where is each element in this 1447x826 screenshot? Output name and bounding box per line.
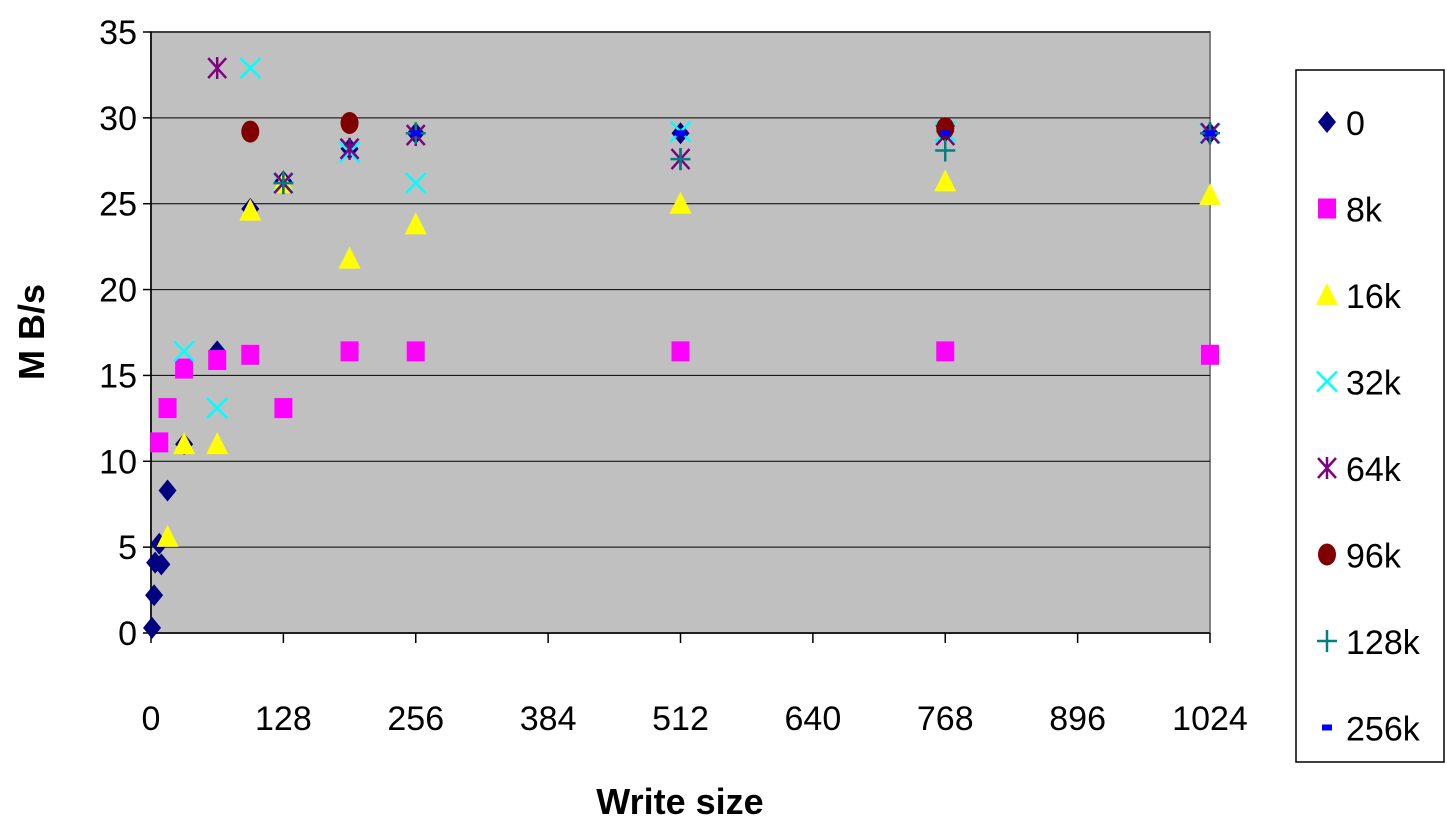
point-96k (340, 112, 359, 135)
y-tick-label: 35 (99, 14, 137, 52)
y-tick-label: 25 (99, 186, 137, 224)
point-8k (208, 349, 227, 370)
x-tick-label: 768 (917, 700, 974, 738)
point-8k (340, 341, 359, 362)
series-8k (150, 341, 1219, 453)
point-96k (241, 120, 260, 143)
point-0 (145, 584, 164, 607)
point-16k (338, 246, 361, 269)
point-8k (406, 341, 425, 362)
point-128k (670, 148, 691, 171)
x-tick-label: 384 (520, 700, 577, 738)
legend: 0 8k 16k 32k 64k 96k 128k 256k (1295, 69, 1445, 763)
point-64k (207, 57, 228, 80)
y-tick-label: 20 (99, 272, 137, 310)
point-256k (940, 130, 951, 137)
point-0 (152, 553, 171, 576)
series-16k (156, 169, 1221, 547)
legend-box (1295, 69, 1445, 763)
x-axis-title: Write size (596, 781, 763, 822)
legend-marker-16k (1316, 283, 1338, 305)
legend-marker-64k (1317, 457, 1337, 479)
legend-label: 96k (1346, 538, 1402, 576)
legend-label: 128k (1346, 624, 1421, 662)
point-128k (273, 172, 294, 195)
point-16k (404, 212, 427, 235)
legend-label: 0 (1346, 105, 1365, 143)
point-8k (158, 398, 177, 419)
x-tick-label: 512 (652, 700, 709, 738)
point-32k (173, 340, 195, 363)
series-256k (410, 130, 1215, 137)
point-0 (143, 616, 162, 639)
legend-marker-32k (1316, 370, 1338, 393)
x-tick-label: 640 (785, 700, 842, 738)
plot-area (150, 31, 1211, 634)
x-tick-label: 128 (255, 700, 312, 738)
point-8k (274, 398, 293, 419)
point-32k (239, 57, 262, 79)
legend-marker-8k (1318, 198, 1336, 219)
point-32k (404, 172, 427, 194)
x-tick-label: 256 (387, 700, 444, 738)
x-tick-label: 1024 (1172, 700, 1248, 738)
legend-marker-96k (1318, 543, 1336, 566)
y-tick-label: 15 (99, 357, 137, 395)
point-16k (156, 524, 179, 547)
legend-label: 64k (1346, 451, 1402, 489)
point-16k (1199, 183, 1221, 206)
legend-label: 8k (1346, 192, 1383, 230)
point-8k (175, 358, 194, 379)
point-16k (239, 198, 262, 221)
point-16k (934, 169, 957, 192)
legend-label: 32k (1346, 365, 1402, 403)
point-256k (1205, 130, 1215, 137)
point-8k (671, 341, 690, 362)
legend-label: 256k (1346, 711, 1421, 749)
point-16k (173, 432, 196, 455)
point-8k (150, 432, 169, 453)
legend-marker-0 (1318, 111, 1336, 133)
point-32k (206, 397, 229, 419)
y-tick-label: 0 (118, 615, 137, 653)
legend-marker-256k (1322, 724, 1332, 731)
y-axis-title: M B/s (11, 284, 52, 380)
legend-marker-128k (1317, 630, 1337, 652)
point-8k (936, 341, 955, 362)
point-256k (410, 130, 421, 137)
x-tick-labels: 0 128 256 384 512 640 768 896 1024 (142, 633, 1248, 738)
point-0 (158, 479, 177, 502)
data-points (143, 57, 1221, 639)
point-16k (669, 191, 692, 214)
x-tick-label: 0 (142, 700, 161, 738)
point-128k (935, 139, 956, 162)
legend-label: 16k (1346, 278, 1402, 316)
point-64k (339, 137, 360, 160)
x-tick-label: 896 (1049, 700, 1106, 738)
point-8k (1201, 344, 1219, 365)
point-256k (675, 130, 686, 137)
y-tick-label: 5 (118, 529, 137, 567)
y-tick-label: 10 (99, 443, 137, 481)
y-tick-labels: 0 5 10 15 20 25 30 35 (99, 14, 151, 653)
y-tick-label: 30 (99, 100, 137, 138)
point-8k (241, 344, 260, 365)
point-16k (206, 432, 229, 455)
